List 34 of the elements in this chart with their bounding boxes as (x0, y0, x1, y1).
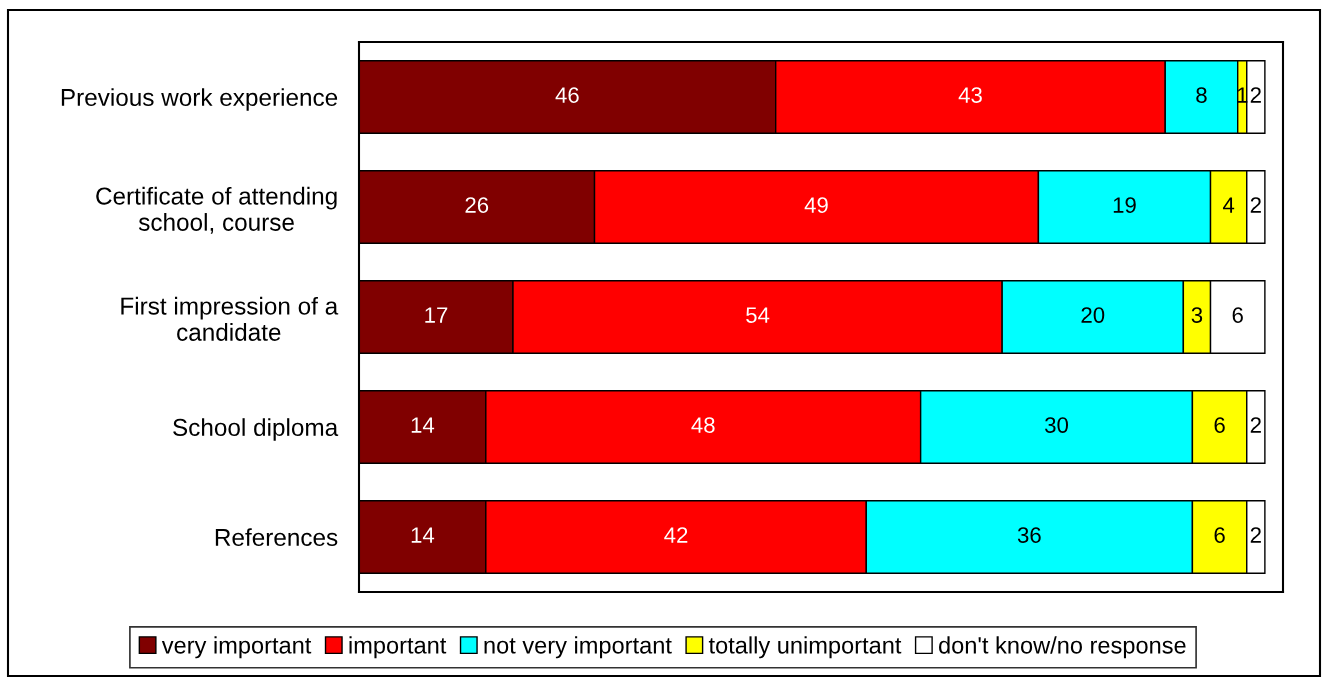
y-tick-label: References (215, 528, 338, 547)
data-label: 43 (958, 87, 982, 103)
data-label: 3 (1191, 307, 1203, 323)
legend-label: totally unimportant (708, 636, 902, 659)
data-label: 20 (1081, 307, 1105, 323)
y-tick-label: School diploma (173, 418, 339, 441)
data-label: 2 (1250, 87, 1261, 103)
data-label: 4 (1222, 197, 1235, 213)
data-label: 2 (1250, 197, 1261, 213)
data-label: 26 (465, 197, 489, 213)
y-tick-label: First impression of a candidate (121, 296, 339, 341)
data-label: 6 (1214, 527, 1225, 543)
data-label: 48 (691, 417, 715, 433)
data-label: 36 (1017, 527, 1041, 543)
data-label: 6 (1214, 417, 1225, 433)
legend-label: important (349, 636, 447, 659)
legend-label: very important (161, 636, 312, 659)
data-label: 2 (1250, 527, 1261, 543)
data-label: 14 (411, 527, 435, 543)
y-tick-label: Certificate of attending school, course (96, 186, 337, 234)
data-label: 14 (411, 417, 435, 433)
data-label: 42 (664, 527, 688, 543)
data-label: 8 (1196, 87, 1207, 103)
data-label: 19 (1113, 197, 1136, 213)
y-tick-label: Previous work experience (61, 88, 338, 111)
data-label: 6 (1232, 307, 1243, 323)
data-label: 46 (555, 87, 579, 103)
data-label: 30 (1045, 417, 1069, 433)
data-label: 54 (746, 307, 770, 323)
data-label: 49 (804, 197, 828, 213)
data-label: 2 (1250, 417, 1261, 433)
legend-label: don't know/no response (939, 636, 1186, 659)
legend-label: not very important (484, 636, 672, 659)
data-label: 17 (425, 307, 448, 323)
